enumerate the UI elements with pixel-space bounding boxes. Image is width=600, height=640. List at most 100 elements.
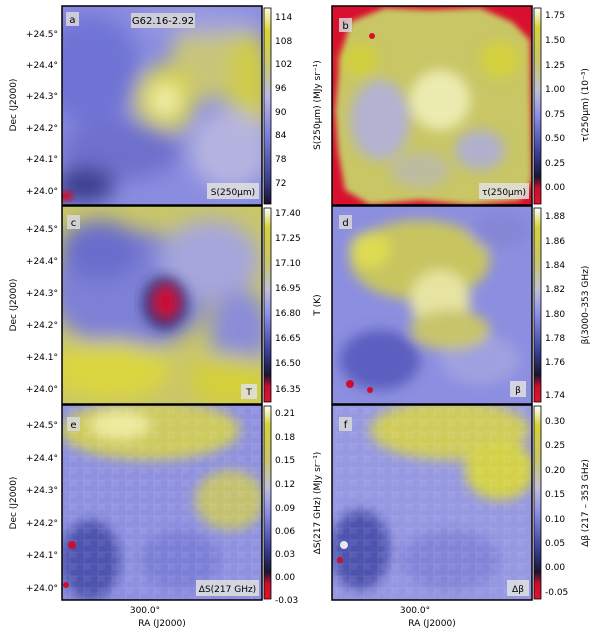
- colorbar-ticks-e: 0.21 0.18 0.15 0.12 0.09 0.06 0.03 0.00 …: [275, 409, 298, 606]
- svg-text:+24.5°: +24.5°: [26, 421, 58, 431]
- colorbar-label-f: Δβ (217 – 353 GHz): [581, 459, 591, 547]
- svg-text:0.03: 0.03: [275, 550, 295, 560]
- svg-text:108: 108: [275, 37, 292, 47]
- svg-text:+24.2°: +24.2°: [26, 321, 58, 331]
- svg-text:0.25: 0.25: [545, 441, 565, 451]
- colorbar-label-c: T (K): [313, 294, 323, 316]
- svg-text:+24.2°: +24.2°: [26, 124, 58, 134]
- colorbar-c: [263, 207, 272, 403]
- panel-a-title: G62.16-2.92: [131, 13, 195, 28]
- svg-text:0.00: 0.00: [545, 183, 565, 193]
- panel-c-tag: T: [241, 384, 257, 399]
- svg-text:1.75: 1.75: [545, 11, 565, 21]
- panel-b: [331, 5, 533, 206]
- dec-ticks-c: +24.5° +24.4° +24.3° +24.2° +24.1° +24.0…: [26, 225, 58, 395]
- svg-text:β: β: [515, 386, 521, 396]
- ra-tick-e: 300.0°: [130, 606, 160, 616]
- svg-text:16.80: 16.80: [275, 309, 301, 319]
- svg-text:16.35: 16.35: [275, 385, 301, 395]
- dec-ticks-e: +24.5° +24.4° +24.3° +24.2° +24.1° +24.0…: [26, 421, 58, 594]
- svg-text:+24.1°: +24.1°: [26, 353, 58, 363]
- svg-text:0.50: 0.50: [545, 134, 565, 144]
- svg-text:96: 96: [275, 84, 287, 94]
- panel-d-letter: d: [339, 215, 352, 229]
- svg-text:+24.5°: +24.5°: [26, 225, 58, 235]
- colorbars: [263, 7, 542, 600]
- svg-text:a: a: [69, 15, 75, 26]
- panel-d-tag: β: [510, 381, 526, 397]
- svg-text:0.75: 0.75: [545, 110, 565, 120]
- panel-e: [61, 404, 263, 601]
- svg-text:0.20: 0.20: [545, 466, 565, 476]
- svg-text:0.21: 0.21: [275, 409, 295, 419]
- svg-text:90: 90: [275, 108, 287, 118]
- map-image: [332, 206, 532, 404]
- colorbar-a: [263, 7, 272, 205]
- svg-text:0.12: 0.12: [275, 480, 295, 490]
- svg-text:0.10: 0.10: [545, 515, 565, 525]
- svg-text:0.05: 0.05: [545, 539, 565, 549]
- svg-text:+24.4°: +24.4°: [26, 257, 58, 267]
- colorbar-ticks-a: 114 108 102 96 90 84 78 72: [275, 13, 292, 189]
- svg-text:0.25: 0.25: [545, 159, 565, 169]
- colorbar-ticks-b: 1.75 1.50 1.25 1.00 0.75 0.50 0.25 0.00: [545, 11, 565, 193]
- svg-text:16.95: 16.95: [275, 284, 301, 294]
- colorbar-d: [533, 207, 542, 403]
- svg-text:0.15: 0.15: [545, 490, 565, 500]
- svg-text:+24.0°: +24.0°: [26, 385, 58, 395]
- svg-text:T: T: [245, 388, 252, 398]
- svg-text:+24.1°: +24.1°: [26, 551, 58, 561]
- svg-text:+24.0°: +24.0°: [26, 584, 58, 594]
- panel-a: [61, 5, 263, 206]
- colorbar-labels: S(250μm) (MJy sr⁻¹) τ(250μm) (10⁻³) T (K…: [313, 60, 591, 554]
- panel-f: [331, 404, 533, 601]
- colorbar-b: [533, 7, 542, 205]
- ra-tick-f: 300.0°: [400, 606, 430, 616]
- panel-b-letter: b: [339, 18, 352, 32]
- svg-text:0.09: 0.09: [275, 504, 295, 514]
- svg-text:-0.03: -0.03: [275, 596, 298, 606]
- dec-ticks-a: +24.5° +24.4° +24.3° +24.2° +24.1° +24.0…: [26, 30, 58, 197]
- panel-e-letter: e: [67, 417, 80, 431]
- ylabel-c: Dec (J2000): [9, 279, 19, 332]
- svg-text:0.18: 0.18: [275, 433, 295, 443]
- svg-text:0.06: 0.06: [275, 527, 295, 537]
- map-image: [332, 405, 532, 600]
- svg-text:1.78: 1.78: [545, 334, 565, 344]
- map-image: [62, 405, 262, 600]
- y-axis-labels: Dec (J2000) Dec (J2000) Dec (J2000): [9, 79, 19, 530]
- colorbar-label-e: ΔS(217 GHz) (MJy sr⁻¹): [313, 452, 323, 555]
- panel-c: [61, 205, 263, 405]
- map-image: [332, 6, 532, 205]
- svg-text:d: d: [342, 218, 348, 229]
- colorbar-label-d: β(3000–353 GHz): [581, 266, 591, 345]
- svg-text:+24.5°: +24.5°: [26, 30, 58, 40]
- svg-text:1.82: 1.82: [545, 285, 565, 295]
- map-image: [62, 6, 262, 205]
- ylabel-a: Dec (J2000): [9, 79, 19, 132]
- svg-text:72: 72: [275, 179, 286, 189]
- colorbar-ticks-f: 0.30 0.25 0.20 0.15 0.10 0.05 0.00 -0.05: [545, 417, 568, 598]
- svg-text:+24.0°: +24.0°: [26, 187, 58, 197]
- svg-text:+24.3°: +24.3°: [26, 92, 58, 102]
- svg-text:1.00: 1.00: [545, 85, 565, 95]
- svg-text:0.30: 0.30: [545, 417, 565, 427]
- svg-text:102: 102: [275, 60, 292, 70]
- svg-text:+24.3°: +24.3°: [26, 486, 58, 496]
- panel-e-tag: ΔS(217 GHz): [196, 580, 259, 596]
- svg-text:0.15: 0.15: [275, 456, 295, 466]
- svg-text:0.00: 0.00: [545, 563, 565, 573]
- svg-text:G62.16-2.92: G62.16-2.92: [132, 16, 194, 27]
- svg-text:0.00: 0.00: [275, 573, 295, 583]
- svg-text:+24.2°: +24.2°: [26, 519, 58, 529]
- svg-text:+24.1°: +24.1°: [26, 155, 58, 165]
- map-image: [62, 206, 262, 404]
- svg-text:1.74: 1.74: [545, 391, 565, 401]
- svg-text:e: e: [70, 420, 76, 431]
- panel-badges: a G62.16-2.92 S(250μm) b τ(250μm) c T: [66, 12, 529, 596]
- panel-a-tag: S(250μm): [207, 183, 259, 199]
- svg-text:16.65: 16.65: [275, 334, 301, 344]
- svg-text:1.86: 1.86: [545, 237, 565, 247]
- panel-a-letter: a: [66, 12, 79, 26]
